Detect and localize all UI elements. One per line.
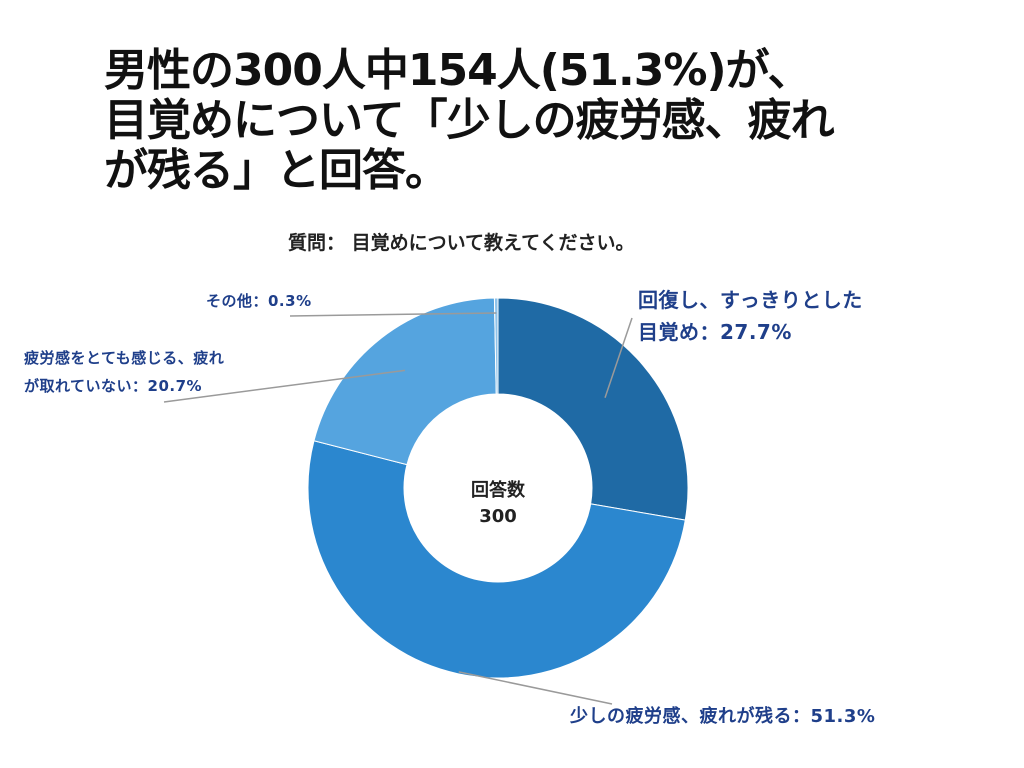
chart-title: 男性の300人中154人(51.3%)が、 目覚めについて「少しの疲労感、疲れ … [104, 46, 984, 196]
leader-refreshed [604, 317, 633, 398]
slice-label-slight-fatigue: 少しの疲労感、疲れが残る：51.3% [570, 706, 876, 727]
leader-slight-fatigue [458, 671, 613, 705]
center-title: 回答数 [471, 480, 525, 501]
leader-lines [163, 312, 633, 705]
question-text: 質問： 目覚めについて教えてください。 [288, 232, 635, 254]
slice-strong-fatigue [313, 297, 497, 466]
slice-label-strong-fatigue: 疲労感をとても感じる、疲れ が取れていない：20.7% [24, 349, 225, 395]
slice-refreshed [497, 297, 689, 521]
donut-center-label: 回答数 300 [448, 478, 548, 530]
slice-label-refreshed: 回復し、すっきりとした 目覚め：27.7% [638, 288, 863, 344]
leader-other [289, 312, 497, 317]
slice-slight-fatigue [307, 440, 686, 679]
title-line-3: が残る」と回答。 [104, 145, 449, 196]
title-line-1: 男性の300人中154人(51.3%)が、 [104, 45, 812, 96]
center-value: 300 [479, 506, 517, 527]
slice-label-other: その他：0.3% [206, 292, 312, 310]
title-line-2: 目覚めについて「少しの疲労感、疲れ [104, 95, 835, 146]
slice-other [493, 297, 499, 395]
donut-slices [307, 297, 689, 679]
leader-strong-fatigue [163, 369, 406, 403]
